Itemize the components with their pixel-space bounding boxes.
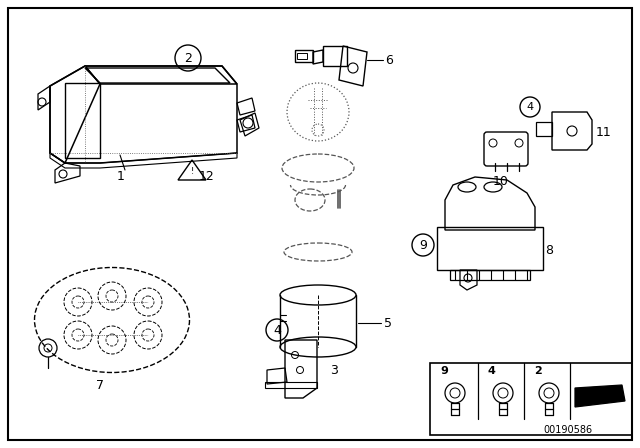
Text: 6: 6	[385, 53, 393, 66]
Text: 1: 1	[117, 169, 125, 182]
Text: 8: 8	[545, 244, 553, 257]
Text: 12: 12	[199, 169, 215, 182]
Text: 4: 4	[488, 366, 496, 376]
Polygon shape	[575, 385, 625, 407]
Text: 10: 10	[493, 175, 509, 188]
Text: !: !	[190, 167, 194, 176]
Text: 9: 9	[419, 238, 427, 251]
Bar	[430, 363, 632, 435]
Text: 7: 7	[96, 379, 104, 392]
Text: 00190586: 00190586	[543, 425, 592, 435]
Text: 4: 4	[273, 323, 281, 336]
Text: 9: 9	[440, 366, 448, 376]
Text: 2: 2	[534, 366, 541, 376]
Text: 3: 3	[330, 363, 338, 376]
Text: 2: 2	[184, 52, 192, 65]
Text: 4: 4	[527, 102, 534, 112]
Text: 5: 5	[384, 316, 392, 329]
Text: 11: 11	[596, 125, 612, 138]
